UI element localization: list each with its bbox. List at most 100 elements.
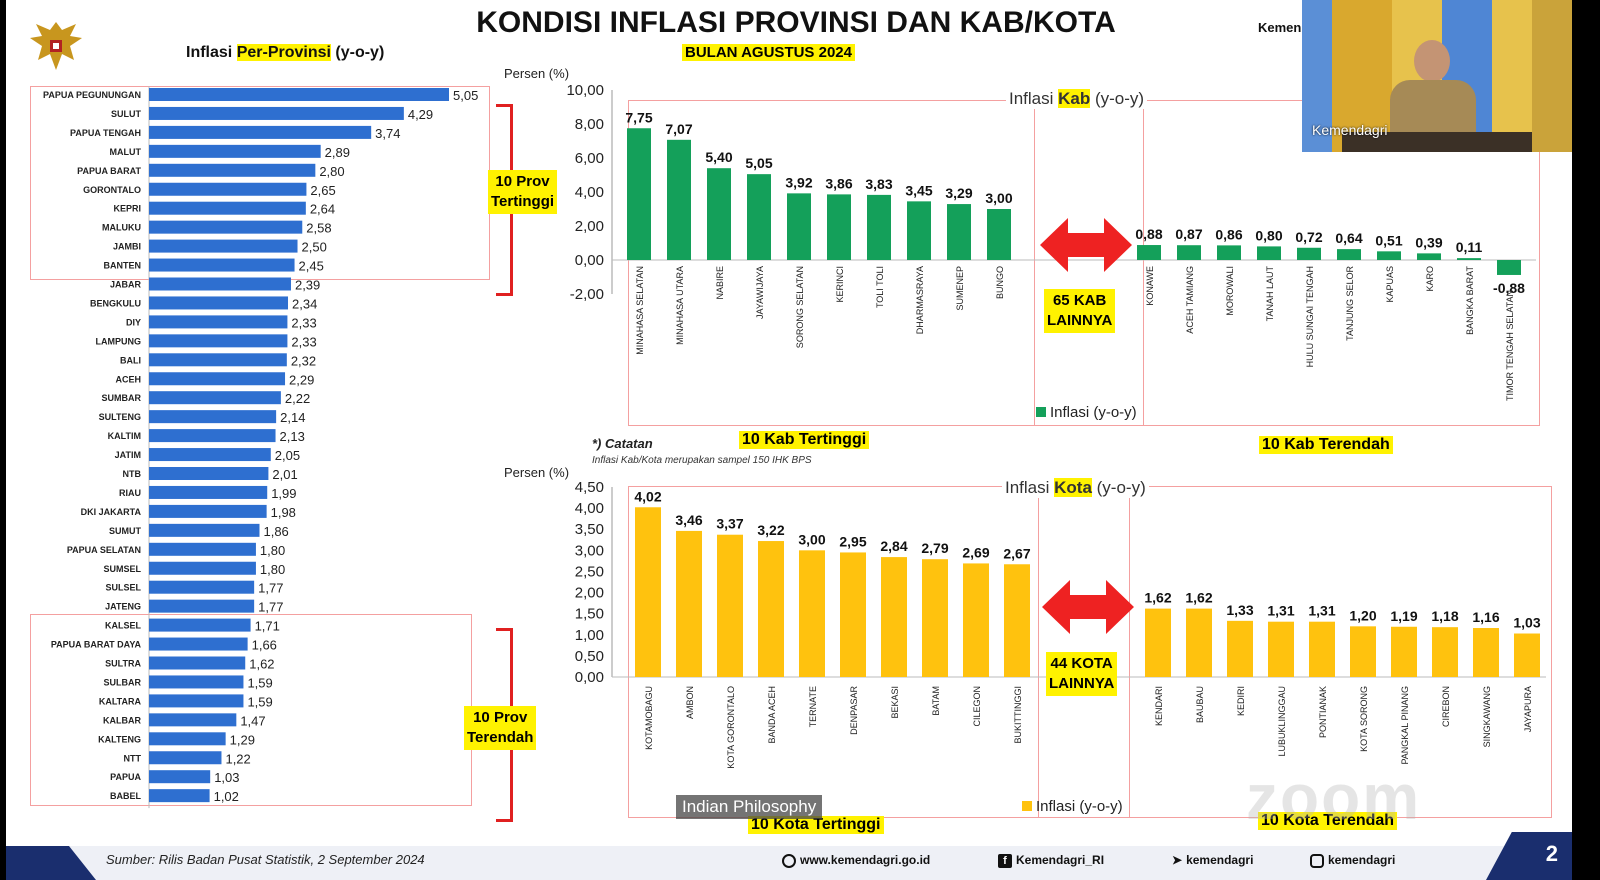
website-link[interactable]: www.kemendagri.go.id [782,853,930,868]
province-category-label: JATIM [115,450,141,460]
category-label: BANDA ACEH [767,686,777,744]
province-value-label: 1,66 [252,638,277,653]
province-value-label: 2,64 [310,202,335,217]
province-bar [149,770,211,784]
province-category-label: MALUKU [102,223,141,233]
facebook-link[interactable]: f Kemendagri_RI [998,853,1104,868]
bar [1186,608,1212,677]
province-bar [149,580,255,594]
garuda-logo-icon [30,22,82,70]
bar [707,168,731,260]
province-category-label: DKI JAKARTA [81,507,142,517]
province-bar [149,713,237,727]
province-bar [149,315,288,329]
value-label: 3,46 [675,512,702,528]
facebook-text: Kemendagri_RI [1016,853,1105,867]
province-category-label: PAPUA [110,772,141,782]
y-tick-label: 0,00 [575,669,604,686]
category-label: NABIRE [715,266,725,300]
province-value-label: 2,14 [280,410,305,425]
province-bar [149,410,277,424]
category-label: KENDARI [1154,686,1164,726]
kota-title-post: (y-o-y) [1091,478,1146,497]
kota-legend-swatch [1022,801,1032,811]
province-bar [149,504,267,518]
bar [1514,633,1540,677]
kab-chart-title: Inflasi Kab (y-o-y) [1006,89,1148,109]
category-label: KAPUAS [1385,266,1395,303]
province-bar [149,429,276,443]
category-label: KERINCI [835,266,845,303]
website-text: www.kemendagri.go.id [800,853,931,867]
category-label: KOTA GORONTALO [726,686,736,769]
value-label: 0,72 [1295,229,1322,245]
category-label: CILEGON [972,686,982,727]
province-bar [149,88,449,101]
instagram-link[interactable]: kemendagri [1310,853,1395,868]
bar [1297,247,1321,260]
province-bar [149,106,404,120]
province-bar [149,258,295,272]
province-value-label: 1,80 [260,543,285,558]
province-value-label: 1,47 [240,713,265,728]
category-label: JAYAPURA [1523,686,1533,732]
province-category-label: KEPRI [113,204,141,214]
category-label: BEKASI [890,686,900,719]
province-bar [149,220,303,234]
facebook-icon: f [998,853,1012,868]
province-value-label: 2,50 [302,240,327,255]
province-category-label: ACEH [115,374,141,384]
province-value-label: 1,71 [255,619,280,634]
province-bar [149,144,321,158]
province-bar [149,675,244,689]
bar [676,530,702,677]
y-tick-label: 4,50 [575,480,604,496]
province-category-label: NTB [123,469,142,479]
bar [799,550,825,677]
twitter-link[interactable]: ➤ kemendagri [1172,853,1253,867]
province-category-label: GORONTALO [83,185,141,195]
province-bar [149,201,306,215]
province-category-label: PAPUA BARAT DAYA [51,640,142,650]
value-label: 0,11 [1456,239,1483,255]
kab-ylabel: Persen (%) [504,66,570,81]
bar [922,559,948,677]
province-category-label: SULUT [111,109,141,119]
province-bar [149,277,291,291]
category-label: SUMENEP [955,266,965,311]
value-label: 3,45 [905,182,932,198]
province-value-label: 2,05 [275,448,300,463]
y-tick-label: -2,00 [570,286,604,303]
bar [635,507,661,677]
category-label: TERNATE [808,686,818,727]
value-label: 1,33 [1226,602,1253,618]
category-label: SORONG SELATAN [795,266,805,348]
twitter-icon: ➤ [1172,853,1183,867]
province-category-label: JABAR [110,280,142,290]
bar [827,194,851,260]
webcam-video: Kemendagri [1302,0,1572,152]
province-value-label: 1,77 [258,581,283,596]
province-value-label: 1,59 [247,694,272,709]
value-label: 3,00 [985,190,1012,206]
province-category-label: JAMBI [113,242,141,252]
callout-line-2: Tertinggi [491,193,555,210]
bar [1337,249,1361,260]
province-category-label: PAPUA TENGAH [70,128,141,138]
category-label: JAYAWIJAYA [755,266,765,319]
category-label: KARO [1425,266,1435,292]
value-label: 0,80 [1255,227,1282,243]
province-bar [149,523,260,537]
value-label: 1,62 [1144,590,1171,606]
value-label: 2,69 [962,544,989,560]
bar [667,139,691,260]
province-category-label: SUMBAR [102,393,142,403]
bar [1432,627,1458,677]
province-bar [149,485,268,499]
value-label: 2,84 [880,538,907,554]
page-number: 2 [1486,832,1572,880]
province-value-label: 2,89 [325,145,350,160]
province-value-label: 1,80 [260,562,285,577]
curtain [1332,0,1392,152]
value-label: 7,07 [665,121,692,137]
